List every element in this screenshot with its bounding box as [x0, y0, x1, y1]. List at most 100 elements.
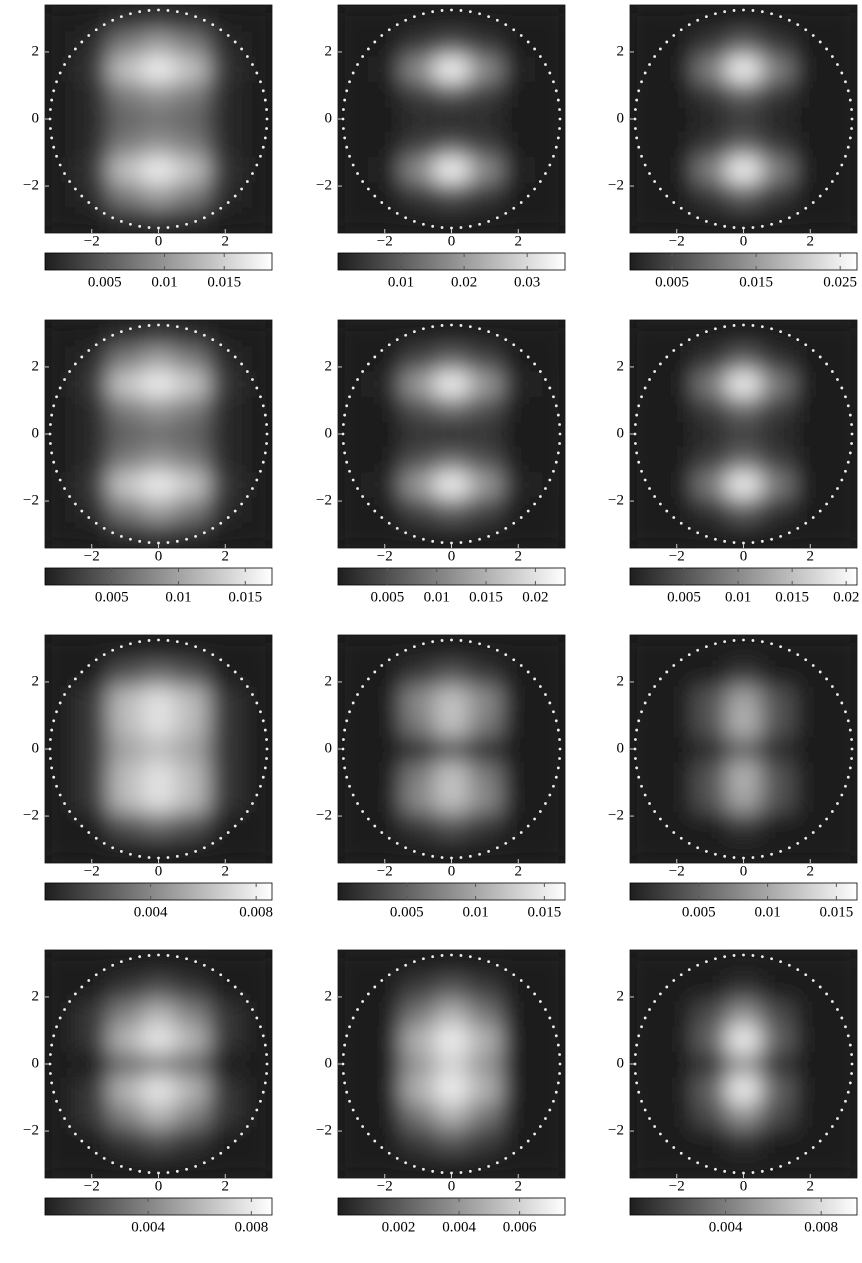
- x-tick-label: 2: [515, 863, 523, 879]
- boundary-dot: [68, 685, 71, 688]
- heatmap-cell: [727, 56, 761, 82]
- boundary-dot: [512, 343, 515, 346]
- heatmap-cell: [535, 56, 569, 82]
- boundary-dot: [450, 954, 453, 957]
- heatmap-cell: [468, 106, 502, 132]
- heatmap: [627, 951, 861, 1178]
- heatmap-cell: [108, 132, 142, 158]
- boundary-dot: [557, 99, 560, 102]
- boundary-dot: [396, 653, 399, 656]
- heatmap-cell: [42, 1001, 76, 1027]
- boundary-dot: [413, 960, 416, 963]
- boundary-dot: [176, 855, 179, 858]
- heatmap-cell: [108, 711, 142, 737]
- heatmap-cell: [42, 472, 76, 498]
- heatmap-cell: [175, 686, 209, 712]
- boundary-dot: [111, 649, 114, 652]
- x-tick-label: −2: [377, 548, 393, 564]
- boundary-dot: [850, 1072, 853, 1075]
- boundary-dot: [422, 538, 425, 541]
- boundary-dot: [672, 979, 675, 982]
- heatmap-cell: [468, 1026, 502, 1052]
- y-tick-label: 2: [32, 43, 40, 59]
- boundary-dot: [388, 837, 391, 840]
- heatmap-cell: [827, 132, 861, 158]
- heatmap-cell: [660, 837, 694, 863]
- heatmap-cell: [693, 31, 727, 57]
- boundary-dot: [539, 810, 542, 813]
- boundary-dot: [246, 495, 249, 498]
- boundary-dot: [637, 89, 640, 92]
- boundary-dot: [138, 640, 141, 643]
- boundary-dot: [52, 776, 55, 779]
- boundary-dot: [812, 34, 815, 37]
- heatmap-cell: [535, 6, 569, 32]
- boundary-dot: [849, 452, 852, 455]
- boundary-dot: [404, 531, 407, 534]
- heatmap-cell: [209, 661, 243, 687]
- heatmap-cell: [693, 812, 727, 838]
- heatmap-cell: [794, 346, 828, 372]
- heatmap-cell: [435, 1102, 469, 1128]
- boundary-dot: [819, 671, 822, 674]
- boundary-dot: [441, 9, 444, 12]
- boundary-dot: [487, 15, 490, 18]
- heatmap-cell: [468, 81, 502, 107]
- boundary-dot: [504, 968, 507, 971]
- boundary-dot: [659, 503, 662, 506]
- boundary-dot: [342, 442, 345, 445]
- boundary-dot: [388, 28, 391, 31]
- heatmap-cell: [827, 207, 861, 233]
- boundary-dot: [348, 785, 351, 788]
- heatmap-cell: [535, 207, 569, 233]
- boundary-dot: [788, 846, 791, 849]
- boundary-dot: [548, 702, 551, 705]
- heatmap-cell: [242, 812, 276, 838]
- boundary-dot: [50, 99, 53, 102]
- boundary-dot: [752, 1171, 755, 1174]
- heatmap-cell: [242, 1026, 276, 1052]
- boundary-dot: [211, 212, 214, 215]
- heatmap-cell: [142, 762, 176, 788]
- boundary-dot: [788, 649, 791, 652]
- boundary-dot: [49, 442, 52, 445]
- heatmap-cell: [693, 686, 727, 712]
- boundary-dot: [194, 960, 197, 963]
- boundary-dot: [544, 487, 547, 490]
- boundary-dot: [496, 19, 499, 22]
- heatmap: [627, 6, 861, 233]
- heatmap-cell: [75, 976, 109, 1002]
- colorbar: [630, 253, 857, 270]
- boundary-dot: [396, 842, 399, 845]
- heatmap-cell: [242, 497, 276, 523]
- boundary-dot: [52, 1091, 55, 1094]
- boundary-dot: [555, 89, 558, 92]
- boundary-dot: [779, 960, 782, 963]
- heatmap-cell: [401, 787, 435, 813]
- boundary-dot: [59, 72, 62, 75]
- heatmap-cell: [535, 182, 569, 208]
- boundary-dot: [844, 395, 847, 398]
- heatmap-cell: [727, 472, 761, 498]
- boundary-dot: [558, 1053, 561, 1056]
- y-tick-label: 0: [325, 1055, 333, 1071]
- colorbar-tick-label: 0.005: [390, 904, 424, 920]
- boundary-dot: [352, 1017, 355, 1020]
- boundary-dot: [705, 330, 708, 333]
- boundary-dot: [557, 1044, 560, 1047]
- heatmap-cell: [242, 661, 276, 687]
- boundary-dot: [356, 1117, 359, 1120]
- boundary-dot: [705, 535, 708, 538]
- boundary-dot: [450, 542, 453, 545]
- heatmap-cell: [175, 56, 209, 82]
- boundary-dot: [342, 423, 345, 426]
- boundary-dot: [788, 531, 791, 534]
- heatmap-cell: [827, 787, 861, 813]
- boundary-dot: [103, 842, 106, 845]
- boundary-dot: [49, 757, 52, 760]
- heatmap-cell: [535, 1152, 569, 1178]
- boundary-dot: [653, 1000, 656, 1003]
- heatmap-cell: [535, 321, 569, 347]
- boundary-dot: [742, 954, 745, 957]
- boundary-dot: [696, 19, 699, 22]
